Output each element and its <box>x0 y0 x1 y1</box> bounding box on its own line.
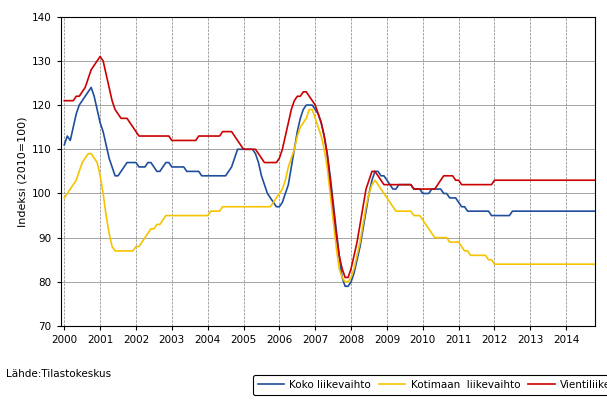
Kotimaan  liikevaihto <box>342 279 349 284</box>
Vientiliikevaihto <box>97 54 104 59</box>
Koko liikevaihto <box>541 209 549 214</box>
Kotimaan  liikevaihto <box>70 182 77 187</box>
Vientiliikevaihto <box>583 178 591 183</box>
Koko liikevaihto <box>595 213 603 218</box>
Line: Kotimaan  liikevaihto: Kotimaan liikevaihto <box>64 110 599 282</box>
Kotimaan  liikevaihto <box>61 195 68 200</box>
Text: Lähde:Tilastokeskus: Lähde:Tilastokeskus <box>6 369 111 379</box>
Koko liikevaihto <box>126 160 134 165</box>
Line: Vientiliikevaihto: Vientiliikevaihto <box>64 56 599 278</box>
Kotimaan  liikevaihto <box>305 107 313 112</box>
Legend: Koko liikevaihto, Kotimaan  liikevaihto, Vientiliikevaihto: Koko liikevaihto, Kotimaan liikevaihto, … <box>253 375 607 395</box>
Line: Koko liikevaihto: Koko liikevaihto <box>64 87 599 286</box>
Koko liikevaihto <box>87 85 95 90</box>
Koko liikevaihto <box>267 195 274 200</box>
Koko liikevaihto <box>70 125 77 130</box>
Vientiliikevaihto <box>70 98 77 103</box>
Vientiliikevaihto <box>541 178 549 183</box>
Koko liikevaihto <box>61 143 68 148</box>
Koko liikevaihto <box>174 164 181 169</box>
Vientiliikevaihto <box>174 138 181 143</box>
Kotimaan  liikevaihto <box>171 213 178 218</box>
Vientiliikevaihto <box>342 275 349 280</box>
Kotimaan  liikevaihto <box>123 248 131 253</box>
Kotimaan  liikevaihto <box>264 204 271 209</box>
Vientiliikevaihto <box>126 120 134 125</box>
Koko liikevaihto <box>583 209 591 214</box>
Koko liikevaihto <box>342 284 349 289</box>
Vientiliikevaihto <box>595 178 603 183</box>
Vientiliikevaihto <box>61 98 68 103</box>
Y-axis label: Indeksi (2010=100): Indeksi (2010=100) <box>18 116 28 227</box>
Kotimaan  liikevaihto <box>583 262 591 267</box>
Kotimaan  liikevaihto <box>595 262 603 267</box>
Kotimaan  liikevaihto <box>541 262 549 267</box>
Vientiliikevaihto <box>267 160 274 165</box>
